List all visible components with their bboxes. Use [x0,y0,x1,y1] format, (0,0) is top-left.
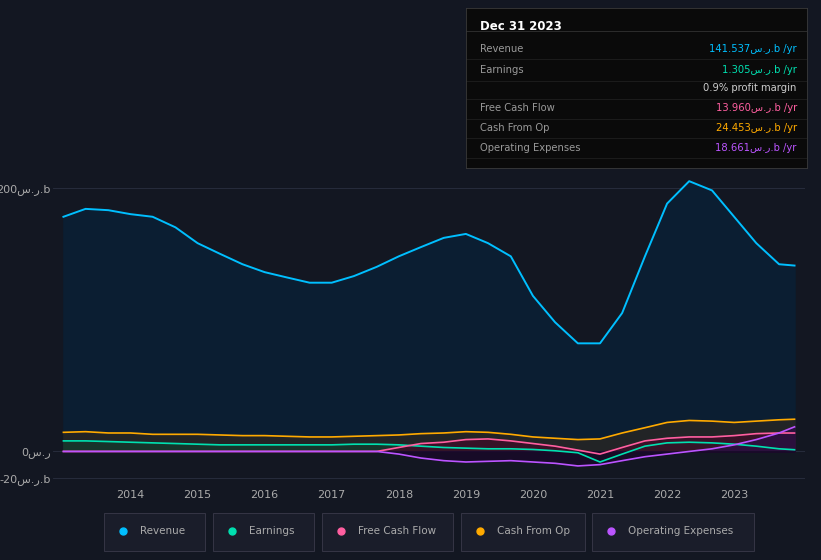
Text: Free Cash Flow: Free Cash Flow [480,103,555,113]
Text: Earnings: Earnings [480,65,524,75]
FancyBboxPatch shape [593,512,754,550]
FancyBboxPatch shape [104,512,205,550]
FancyBboxPatch shape [322,512,453,550]
Text: Revenue: Revenue [480,44,523,54]
Text: Cash From Op: Cash From Op [497,526,570,535]
FancyBboxPatch shape [461,512,585,550]
Text: 0.9% profit margin: 0.9% profit margin [704,83,797,93]
FancyBboxPatch shape [213,512,314,550]
Text: Free Cash Flow: Free Cash Flow [358,526,436,535]
Text: Operating Expenses: Operating Expenses [480,143,580,153]
Text: 1.305س.ر.b /yr: 1.305س.ر.b /yr [722,65,797,75]
Text: 13.960س.ر.b /yr: 13.960س.ر.b /yr [716,103,797,113]
Text: Operating Expenses: Operating Expenses [628,526,734,535]
Text: Earnings: Earnings [249,526,295,535]
Text: 141.537س.ر.b /yr: 141.537س.ر.b /yr [709,44,797,54]
Text: Cash From Op: Cash From Op [480,123,549,133]
Text: Revenue: Revenue [140,526,186,535]
Text: 24.453س.ر.b /yr: 24.453س.ر.b /yr [716,123,797,133]
Text: Dec 31 2023: Dec 31 2023 [480,20,562,32]
Text: 18.661س.ر.b /yr: 18.661س.ر.b /yr [715,143,797,153]
